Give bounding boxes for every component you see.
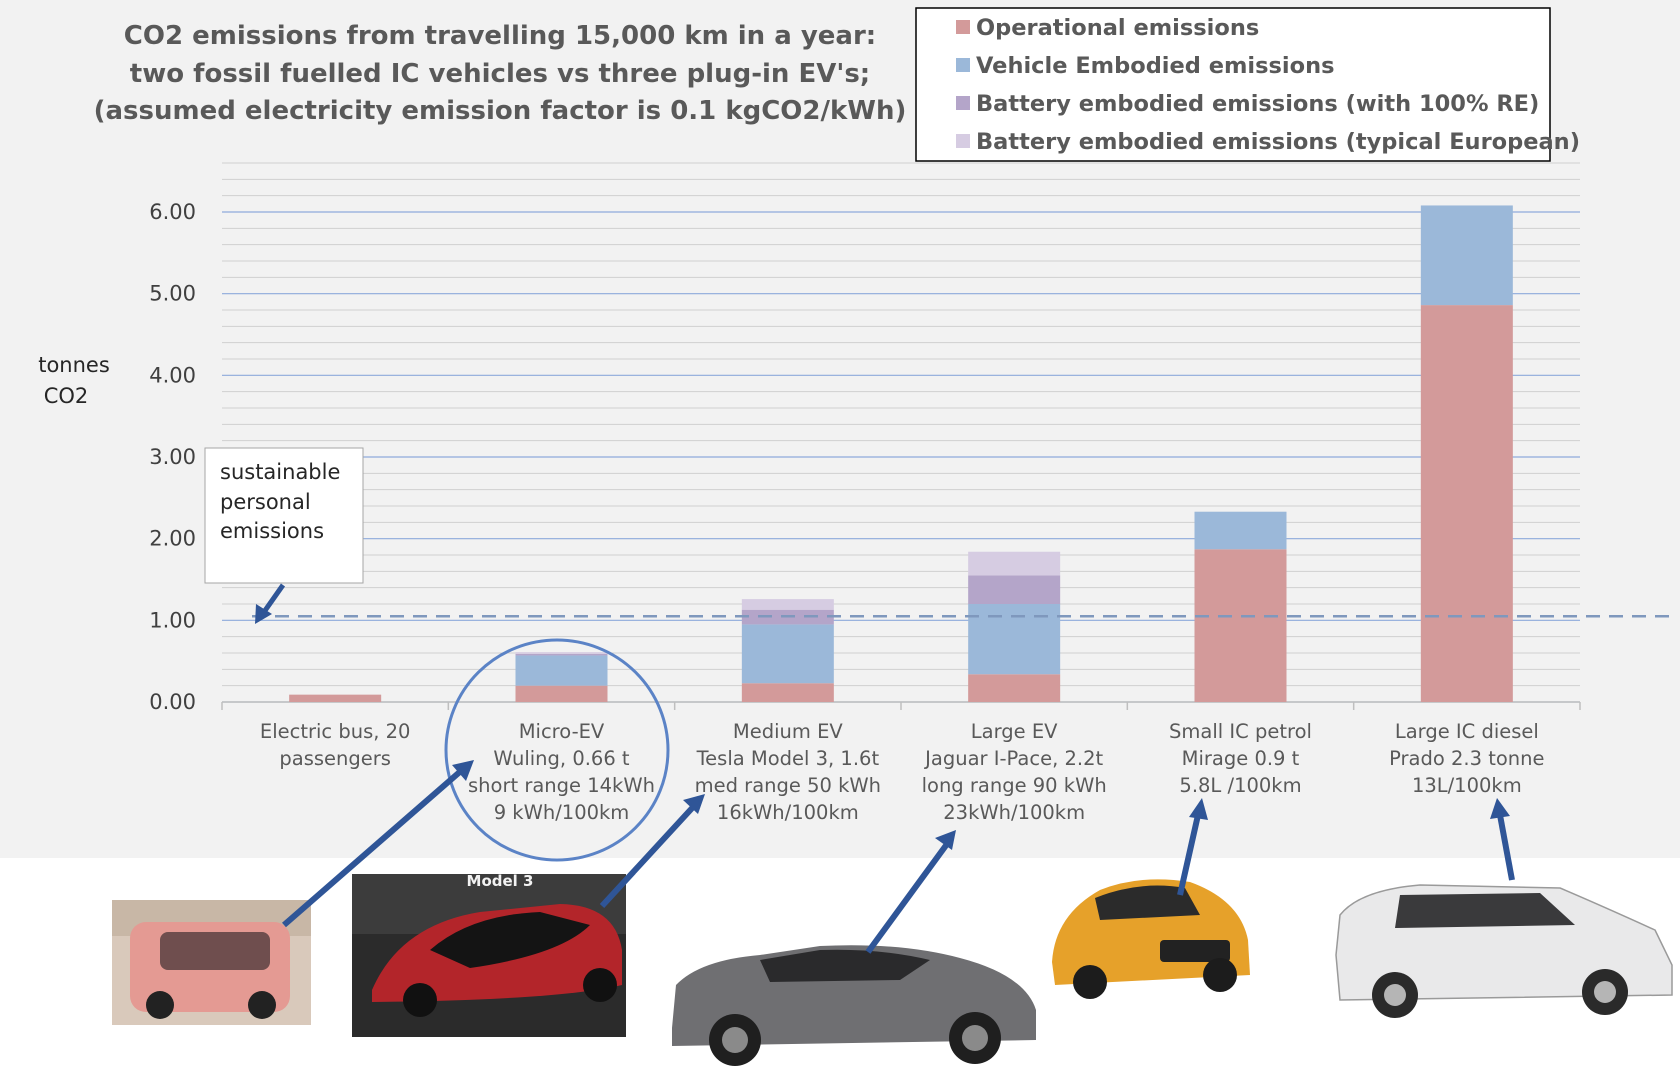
jaguar-ipace-picture <box>668 934 1040 1074</box>
arrow-wuling <box>282 767 464 928</box>
arrow-jaguar-head <box>935 830 956 850</box>
bar-segment-battery-european <box>968 551 1061 576</box>
title-line-2: two fossil fuelled IC vehicles vs three … <box>130 59 870 89</box>
tesla-model3-picture: Model 3 <box>352 872 626 1037</box>
sustainable-note-line-3: emissions <box>220 519 324 543</box>
x-category-label: 9 kWh/100km <box>494 801 630 824</box>
x-category-label: med range 50 kWh <box>695 774 881 797</box>
chart-title: CO2 emissions from travelling 15,000 km … <box>94 21 907 126</box>
legend-swatch-operational <box>956 20 970 34</box>
bar-segment-vehicle-embodied <box>1194 511 1287 550</box>
legend-box <box>915 7 1551 162</box>
bar-segment-operational <box>289 694 382 702</box>
legend-label-battery-european: Battery embodied emissions (typical Euro… <box>976 129 1580 155</box>
arrow-jaguar <box>865 842 950 954</box>
x-category-label: short range 14kWh <box>468 774 655 797</box>
car-pictures: Model 3 <box>112 872 1680 1074</box>
y-tick-label: 5.00 <box>149 282 196 306</box>
x-category-label: long range 90 kWh <box>922 774 1107 797</box>
legend-label-operational: Operational emissions <box>976 15 1259 41</box>
mirage-picture <box>1045 872 1255 1002</box>
bars <box>252 205 1670 702</box>
y-tick-label: 4.00 <box>149 363 196 387</box>
bar-segment-operational <box>741 683 834 702</box>
arrow-prado <box>1497 814 1515 881</box>
x-category-label: 5.8L /100km <box>1179 774 1301 797</box>
x-category-label: Micro-EV <box>519 720 605 743</box>
arrow-tesla <box>599 803 697 909</box>
wuling-microev-picture <box>112 900 311 1025</box>
legend-swatch-battery-re <box>956 96 970 110</box>
arrow-wuling-head <box>452 760 474 781</box>
arrow-tesla-head <box>683 794 705 814</box>
bar-segment-battery-re <box>515 653 608 656</box>
tesla-photo-caption: Model 3 <box>467 872 534 890</box>
title-line-1: CO2 emissions from travelling 15,000 km … <box>124 21 876 51</box>
arrow-prado-head <box>1490 798 1510 819</box>
y-tick-label: 6.00 <box>149 200 196 224</box>
x-category-label: Mirage 0.9 t <box>1182 747 1300 770</box>
bar-segment-battery-european <box>515 652 608 654</box>
bar-segment-battery-european <box>741 599 834 610</box>
x-category-label: Medium EV <box>733 720 843 743</box>
bar-segment-vehicle-embodied <box>1420 205 1513 306</box>
y-axis-label-line-1: tonnes <box>38 353 110 377</box>
x-category-label: Large EV <box>971 720 1058 743</box>
x-category-label: 13L/100km <box>1412 774 1522 797</box>
bar-segment-vehicle-embodied <box>968 604 1061 675</box>
y-tick-label: 0.00 <box>149 690 196 714</box>
note-arrow-shaft <box>261 583 286 614</box>
title-line-3: (assumed electricity emission factor is … <box>94 96 907 126</box>
pointer-arrows <box>282 760 1515 954</box>
micro-ev-highlight-circle <box>444 638 670 862</box>
x-category-label: Tesla Model 3, 1.6t <box>696 747 880 770</box>
x-category-label: Jaguar I-Pace, 2.2t <box>923 747 1103 770</box>
legend: Operational emissions Vehicle Embodied e… <box>915 7 1580 162</box>
x-category-label: Electric bus, 20 <box>260 720 411 743</box>
x-category-label: Small IC petrol <box>1169 720 1312 743</box>
x-category-label: 23kWh/100km <box>943 801 1085 824</box>
bar-segment-operational <box>1194 549 1287 702</box>
x-category-label: 16kWh/100km <box>717 801 859 824</box>
y-axis-label-line-2: CO2 <box>44 384 89 408</box>
y-tick-label: 1.00 <box>149 608 196 632</box>
legend-label-vehicle-embodied: Vehicle Embodied emissions <box>976 53 1335 79</box>
bar-segment-vehicle-embodied <box>741 624 834 684</box>
axes <box>221 701 1581 710</box>
legend-swatch-battery-european <box>956 134 970 148</box>
note-arrow-head <box>255 604 272 624</box>
bar-segment-battery-re <box>968 575 1061 604</box>
prado-picture <box>1330 875 1680 1018</box>
sustainable-note-box <box>204 447 364 584</box>
x-category-label: Prado 2.3 tonne <box>1389 747 1544 770</box>
arrow-mirage-head <box>1189 798 1208 820</box>
y-tick-label: 2.00 <box>149 527 196 551</box>
bar-segment-operational <box>968 674 1061 702</box>
legend-swatch-vehicle-embodied <box>956 58 970 72</box>
y-tick-label: 3.00 <box>149 445 196 469</box>
bar-segment-vehicle-embodied <box>515 655 608 686</box>
sustainable-note-line-1: sustainable <box>220 460 340 484</box>
gridlines <box>222 162 1580 703</box>
bar-segment-operational <box>515 685 608 702</box>
sustainable-note: sustainable personal emissions <box>204 447 364 624</box>
x-category-label: passengers <box>279 747 391 770</box>
x-category-label: Large IC diesel <box>1395 720 1539 743</box>
arrow-mirage <box>1177 814 1201 896</box>
bar-segment-operational <box>1420 305 1513 702</box>
legend-label-battery-re: Battery embodied emissions (with 100% RE… <box>976 91 1539 117</box>
sustainable-note-line-2: personal <box>220 490 311 514</box>
labels: 0.00 1.00 2.00 3.00 4.00 5.00 6.00 Electric bus… <box>149 200 1544 824</box>
x-category-label: Wuling, 0.66 t <box>493 747 630 770</box>
